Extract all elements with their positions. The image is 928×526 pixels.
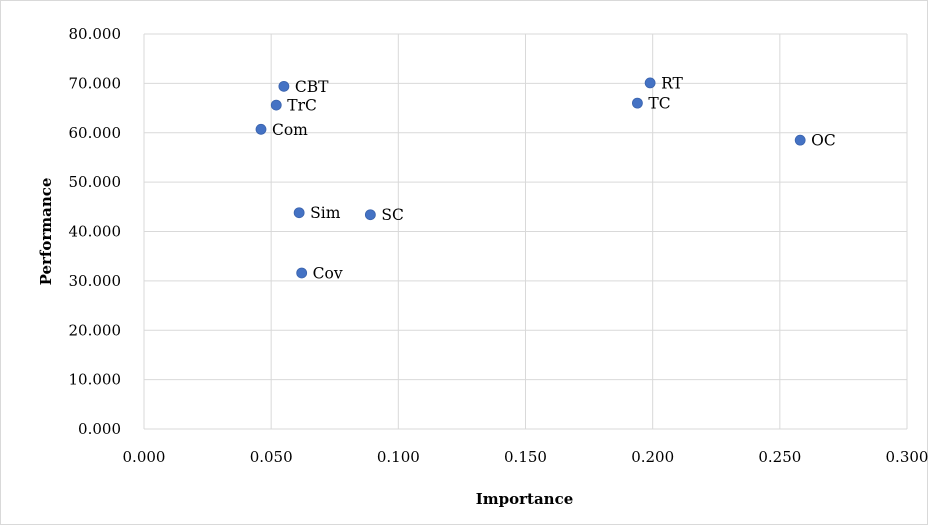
x-tick-label: 0.200 <box>631 448 674 466</box>
x-tick-label: 0.150 <box>504 448 547 466</box>
data-point-tc <box>632 98 642 108</box>
y-tick-label: 60.000 <box>69 124 122 142</box>
data-point-cov <box>297 268 307 278</box>
y-tick-label: 10.000 <box>69 371 122 389</box>
data-point-oc <box>795 135 805 145</box>
data-point-sim <box>294 208 304 218</box>
x-tick-label: 0.100 <box>377 448 420 466</box>
data-label-cbt: CBT <box>295 78 329 96</box>
data-label-tc: TC <box>648 95 670 113</box>
y-tick-label: 80.000 <box>69 25 122 43</box>
data-label-sim: Sim <box>310 204 341 222</box>
y-tick-label: 70.000 <box>69 74 122 92</box>
x-tick-label: 0.250 <box>758 448 801 466</box>
data-point-com <box>256 124 266 134</box>
x-tick-label: 0.000 <box>123 448 166 466</box>
data-point-sc <box>365 210 375 220</box>
y-tick-label: 20.000 <box>69 321 122 339</box>
y-tick-label: 50.000 <box>69 173 122 191</box>
y-tick-label: 40.000 <box>69 223 122 241</box>
x-axis-title: Importance <box>476 490 574 508</box>
y-tick-label: 30.000 <box>69 272 122 290</box>
data-point-rt <box>645 78 655 88</box>
data-label-trc: TrC <box>287 97 317 115</box>
tick-labels: 0.000 10.000 20.000 30.000 40.000 50.000 60.00… <box>69 25 928 466</box>
y-tick-label: 0.000 <box>78 420 121 438</box>
data-label-com: Com <box>272 121 308 139</box>
data-label-oc: OC <box>811 132 836 150</box>
data-point-cbt <box>279 81 289 91</box>
data-label-cov: Cov <box>313 264 343 282</box>
gridlines <box>144 34 907 429</box>
x-tick-label: 0.050 <box>250 448 293 466</box>
x-tick-label: 0.300 <box>886 448 928 466</box>
data-label-sc: SC <box>381 206 403 224</box>
data-point-trc <box>271 100 281 110</box>
y-axis-title: Performance <box>37 178 55 286</box>
data-label-rt: RT <box>661 74 683 92</box>
